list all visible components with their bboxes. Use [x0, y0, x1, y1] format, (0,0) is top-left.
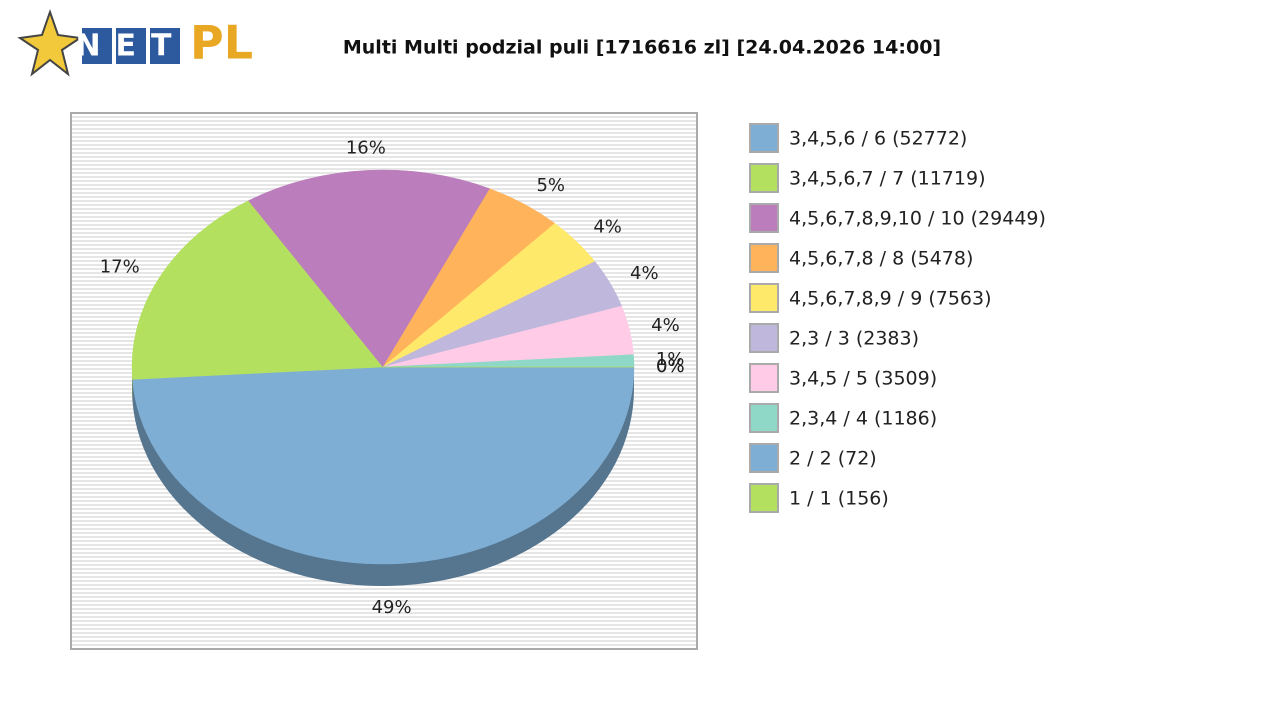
- legend-label: 2 / 2 (72): [789, 448, 877, 470]
- logo-pl: PL: [190, 16, 253, 70]
- data-label: 16%: [346, 137, 386, 158]
- legend-label: 2,3,4 / 4 (1186): [789, 408, 937, 430]
- legend: 3,4,5,6 / 6 (52772) 3,4,5,6,7 / 7 (11719)…: [750, 124, 1046, 512]
- legend-label: 2,3 / 3 (2383): [789, 328, 919, 350]
- data-label: 4%: [651, 315, 680, 336]
- legend-swatch: [750, 484, 778, 512]
- logo-star: [20, 12, 80, 74]
- legend-label: 3,4,5,6 / 6 (52772): [789, 128, 967, 150]
- legend-label: 4,5,6,7,8,9 / 9 (7563): [789, 288, 992, 310]
- legend-label: 4,5,6,7,8,9,10 / 10 (29449): [789, 208, 1046, 230]
- data-label: 49%: [372, 597, 412, 618]
- data-label: 4%: [593, 216, 622, 237]
- legend-swatch: [750, 284, 778, 312]
- logo-net: NET: [75, 29, 186, 64]
- legend-swatch: [750, 324, 778, 352]
- legend-swatch: [750, 204, 778, 232]
- legend-swatch: [750, 164, 778, 192]
- legend-swatch: [750, 364, 778, 392]
- legend-swatch: [750, 444, 778, 472]
- legend-swatch: [750, 404, 778, 432]
- legend-swatch: [750, 244, 778, 272]
- legend-swatch: [750, 124, 778, 152]
- legend-label: 3,4,5,6,7 / 7 (11719): [789, 168, 985, 190]
- data-label: 17%: [100, 257, 140, 278]
- legend-label: 4,5,6,7,8 / 8 (5478): [789, 248, 973, 270]
- data-label: 0%: [656, 356, 685, 377]
- data-label: 4%: [630, 263, 659, 284]
- legend-label: 3,4,5 / 5 (3509): [789, 368, 937, 390]
- data-label: 5%: [536, 175, 565, 196]
- legend-label: 1 / 1 (156): [789, 488, 889, 510]
- chart-title: Multi Multi podzial puli [1716616 zl] [2…: [343, 37, 941, 59]
- logo: NET PL: [20, 12, 253, 74]
